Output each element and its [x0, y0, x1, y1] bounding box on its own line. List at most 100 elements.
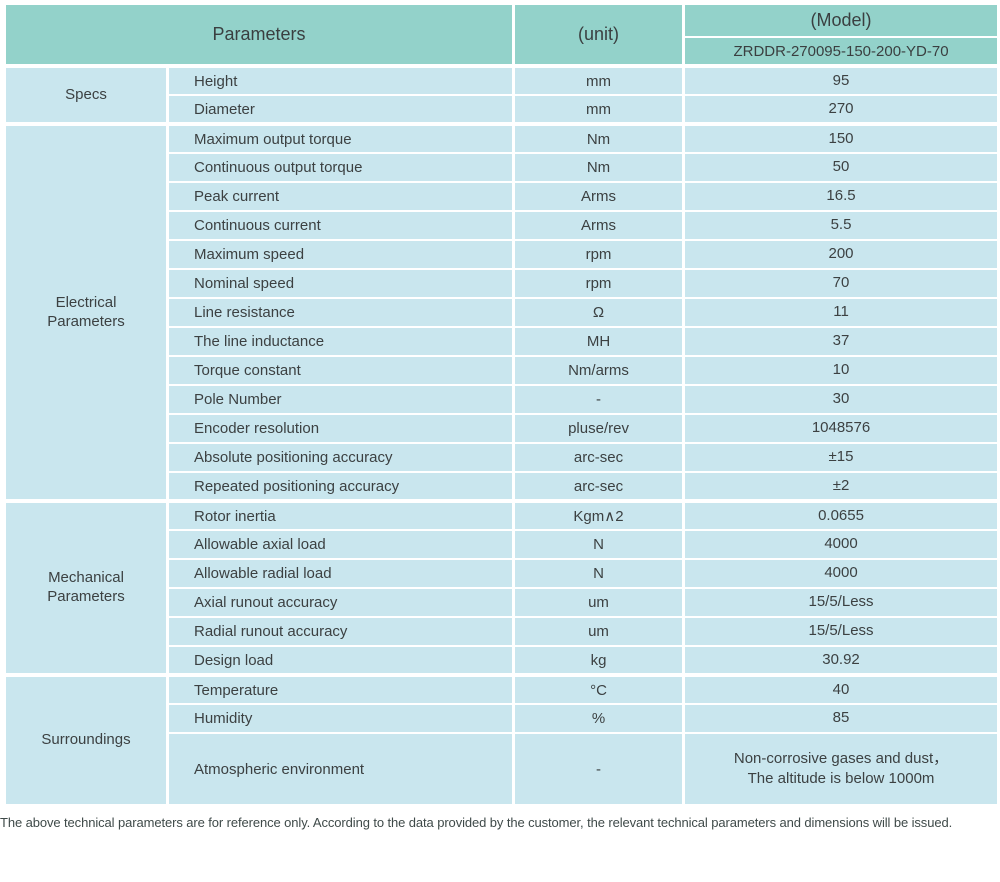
param-name: Absolute positioning accuracy	[165, 442, 516, 473]
param-name: Diameter	[165, 94, 516, 125]
param-name: Nominal speed	[165, 268, 516, 299]
param-value: 15/5/Less	[682, 587, 1000, 618]
table-row: Nominal speed rpm 70	[5, 268, 1000, 299]
table-row: Continuous output torque Nm 50	[5, 152, 1000, 183]
param-name: Allowable axial load	[165, 529, 516, 560]
table-row: Pole Number - 30	[5, 384, 1000, 415]
table-row: Diameter mm 270	[5, 94, 1000, 125]
section-label-electrical: Electrical Parameters	[3, 122, 169, 502]
param-unit: °C	[512, 673, 686, 705]
param-value: 50	[682, 152, 1000, 183]
param-value: 5.5	[682, 210, 1000, 241]
param-name: Line resistance	[165, 297, 516, 328]
table-row: Allowable radial load N 4000	[5, 558, 1000, 589]
param-name: Allowable radial load	[165, 558, 516, 589]
table-row: Humidity % 85	[5, 703, 1000, 734]
section-label-surroundings: Surroundings	[3, 673, 169, 806]
param-unit: Nm/arms	[512, 355, 686, 386]
footnote: The above technical parameters are for r…	[0, 815, 953, 830]
section-label-specs: Specs	[3, 64, 169, 125]
param-name: Encoder resolution	[165, 413, 516, 444]
param-unit: Nm	[512, 152, 686, 183]
param-value: 37	[682, 326, 1000, 357]
param-unit: mm	[512, 94, 686, 125]
param-unit: %	[512, 703, 686, 734]
param-unit: um	[512, 587, 686, 618]
param-name: Axial runout accuracy	[165, 587, 516, 618]
page: Parameters (unit) (Model) ZRDDR-270095-1…	[2, 3, 1000, 806]
table-row: Atmospheric environment - Non-corrosive …	[5, 732, 1000, 806]
param-name: Maximum output torque	[165, 122, 516, 154]
table-row: Allowable axial load N 4000	[5, 529, 1000, 560]
param-unit: Arms	[512, 181, 686, 212]
param-unit: um	[512, 616, 686, 647]
param-name: Torque constant	[165, 355, 516, 386]
param-name: Rotor inertia	[165, 499, 516, 531]
table-row: Repeated positioning accuracy arc-sec ±2	[5, 471, 1000, 502]
table-row: Specs Height mm 95	[3, 64, 1000, 125]
param-unit: mm	[512, 64, 686, 96]
param-name: Continuous output torque	[165, 152, 516, 183]
table-row: Line resistance Ω 11	[5, 297, 1000, 328]
param-value: 70	[682, 268, 1000, 299]
table-row: Axial runout accuracy um 15/5/Less	[5, 587, 1000, 618]
param-value: ±15	[682, 442, 1000, 473]
model-header: (Model)	[682, 3, 1000, 38]
param-unit: N	[512, 558, 686, 589]
param-name: Repeated positioning accuracy	[165, 471, 516, 502]
param-value: 40	[682, 673, 1000, 705]
param-name: Maximum speed	[165, 239, 516, 270]
param-value: 270	[682, 94, 1000, 125]
param-value: 200	[682, 239, 1000, 270]
section-label-mechanical: Mechanical Parameters	[3, 499, 169, 676]
param-value: 95	[682, 64, 1000, 96]
param-name: Peak current	[165, 181, 516, 212]
spec-table: Parameters (unit) (Model) ZRDDR-270095-1…	[2, 3, 1000, 806]
table-row: Absolute positioning accuracy arc-sec ±1…	[5, 442, 1000, 473]
param-unit: arc-sec	[512, 471, 686, 502]
param-unit: -	[512, 732, 686, 806]
param-unit: rpm	[512, 239, 686, 270]
parameters-header: Parameters	[2, 3, 516, 67]
param-name: Continuous current	[165, 210, 516, 241]
param-name: Radial runout accuracy	[165, 616, 516, 647]
param-name: Height	[165, 64, 516, 96]
param-name: Humidity	[165, 703, 516, 734]
table-row: Mechanical Parameters Rotor inertia Kgm∧…	[3, 499, 1000, 676]
param-unit: N	[512, 529, 686, 560]
param-value: 30.92	[682, 645, 1000, 676]
param-value: ±2	[682, 471, 1000, 502]
param-name: Atmospheric environment	[165, 732, 516, 806]
param-value: 4000	[682, 558, 1000, 589]
param-value: 150	[682, 122, 1000, 154]
table-row: Electrical Parameters Maximum output tor…	[3, 122, 1000, 502]
table-row: The line inductance MH 37	[5, 326, 1000, 357]
param-value: Non-corrosive gases and dust， The altitu…	[682, 732, 1000, 806]
table-row: Radial runout accuracy um 15/5/Less	[5, 616, 1000, 647]
table-row: Continuous current Arms 5.5	[5, 210, 1000, 241]
param-name: The line inductance	[165, 326, 516, 357]
table-row: Encoder resolution pluse/rev 1048576	[5, 413, 1000, 444]
param-value: 1048576	[682, 413, 1000, 444]
param-name: Design load	[165, 645, 516, 676]
param-unit: -	[512, 384, 686, 415]
model-number: ZRDDR-270095-150-200-YD-70	[682, 36, 1000, 67]
param-unit: Kgm∧2	[512, 499, 686, 531]
param-unit: Ω	[512, 297, 686, 328]
table-row: Design load kg 30.92	[5, 645, 1000, 676]
table-row: Peak current Arms 16.5	[5, 181, 1000, 212]
param-value: 10	[682, 355, 1000, 386]
param-name: Temperature	[165, 673, 516, 705]
param-unit: Arms	[512, 210, 686, 241]
param-unit: kg	[512, 645, 686, 676]
unit-header: (unit)	[512, 3, 686, 67]
param-unit: arc-sec	[512, 442, 686, 473]
param-value: 85	[682, 703, 1000, 734]
param-value: 30	[682, 384, 1000, 415]
param-unit: Nm	[512, 122, 686, 154]
table-row: Surroundings Temperature °C 40	[3, 673, 1000, 806]
table-row: Maximum speed rpm 200	[5, 239, 1000, 270]
param-value: 16.5	[682, 181, 1000, 212]
param-value: 0.0655	[682, 499, 1000, 531]
table-row: Torque constant Nm/arms 10	[5, 355, 1000, 386]
